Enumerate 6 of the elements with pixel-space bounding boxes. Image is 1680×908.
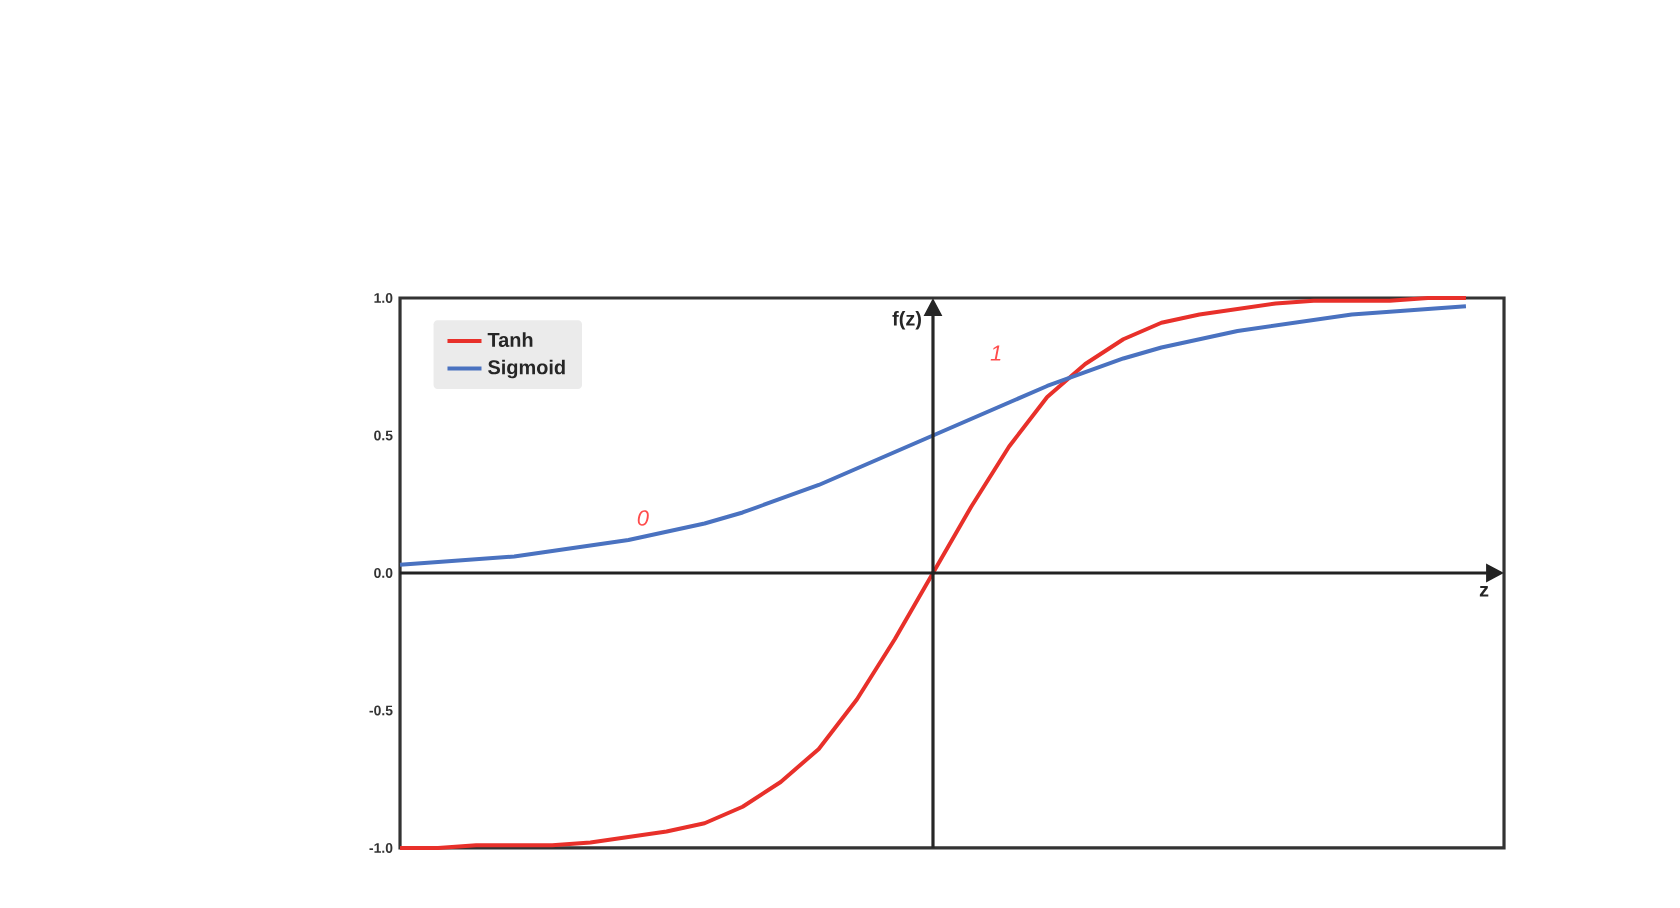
y-axis-title: f(z) xyxy=(892,310,921,330)
annotation: 1 xyxy=(990,345,1001,361)
legend-label: Sigmoid xyxy=(488,359,565,379)
legend-label: Tanh xyxy=(487,332,533,347)
annotation: 0 xyxy=(637,510,649,526)
x-axis-title: z xyxy=(1479,585,1489,597)
